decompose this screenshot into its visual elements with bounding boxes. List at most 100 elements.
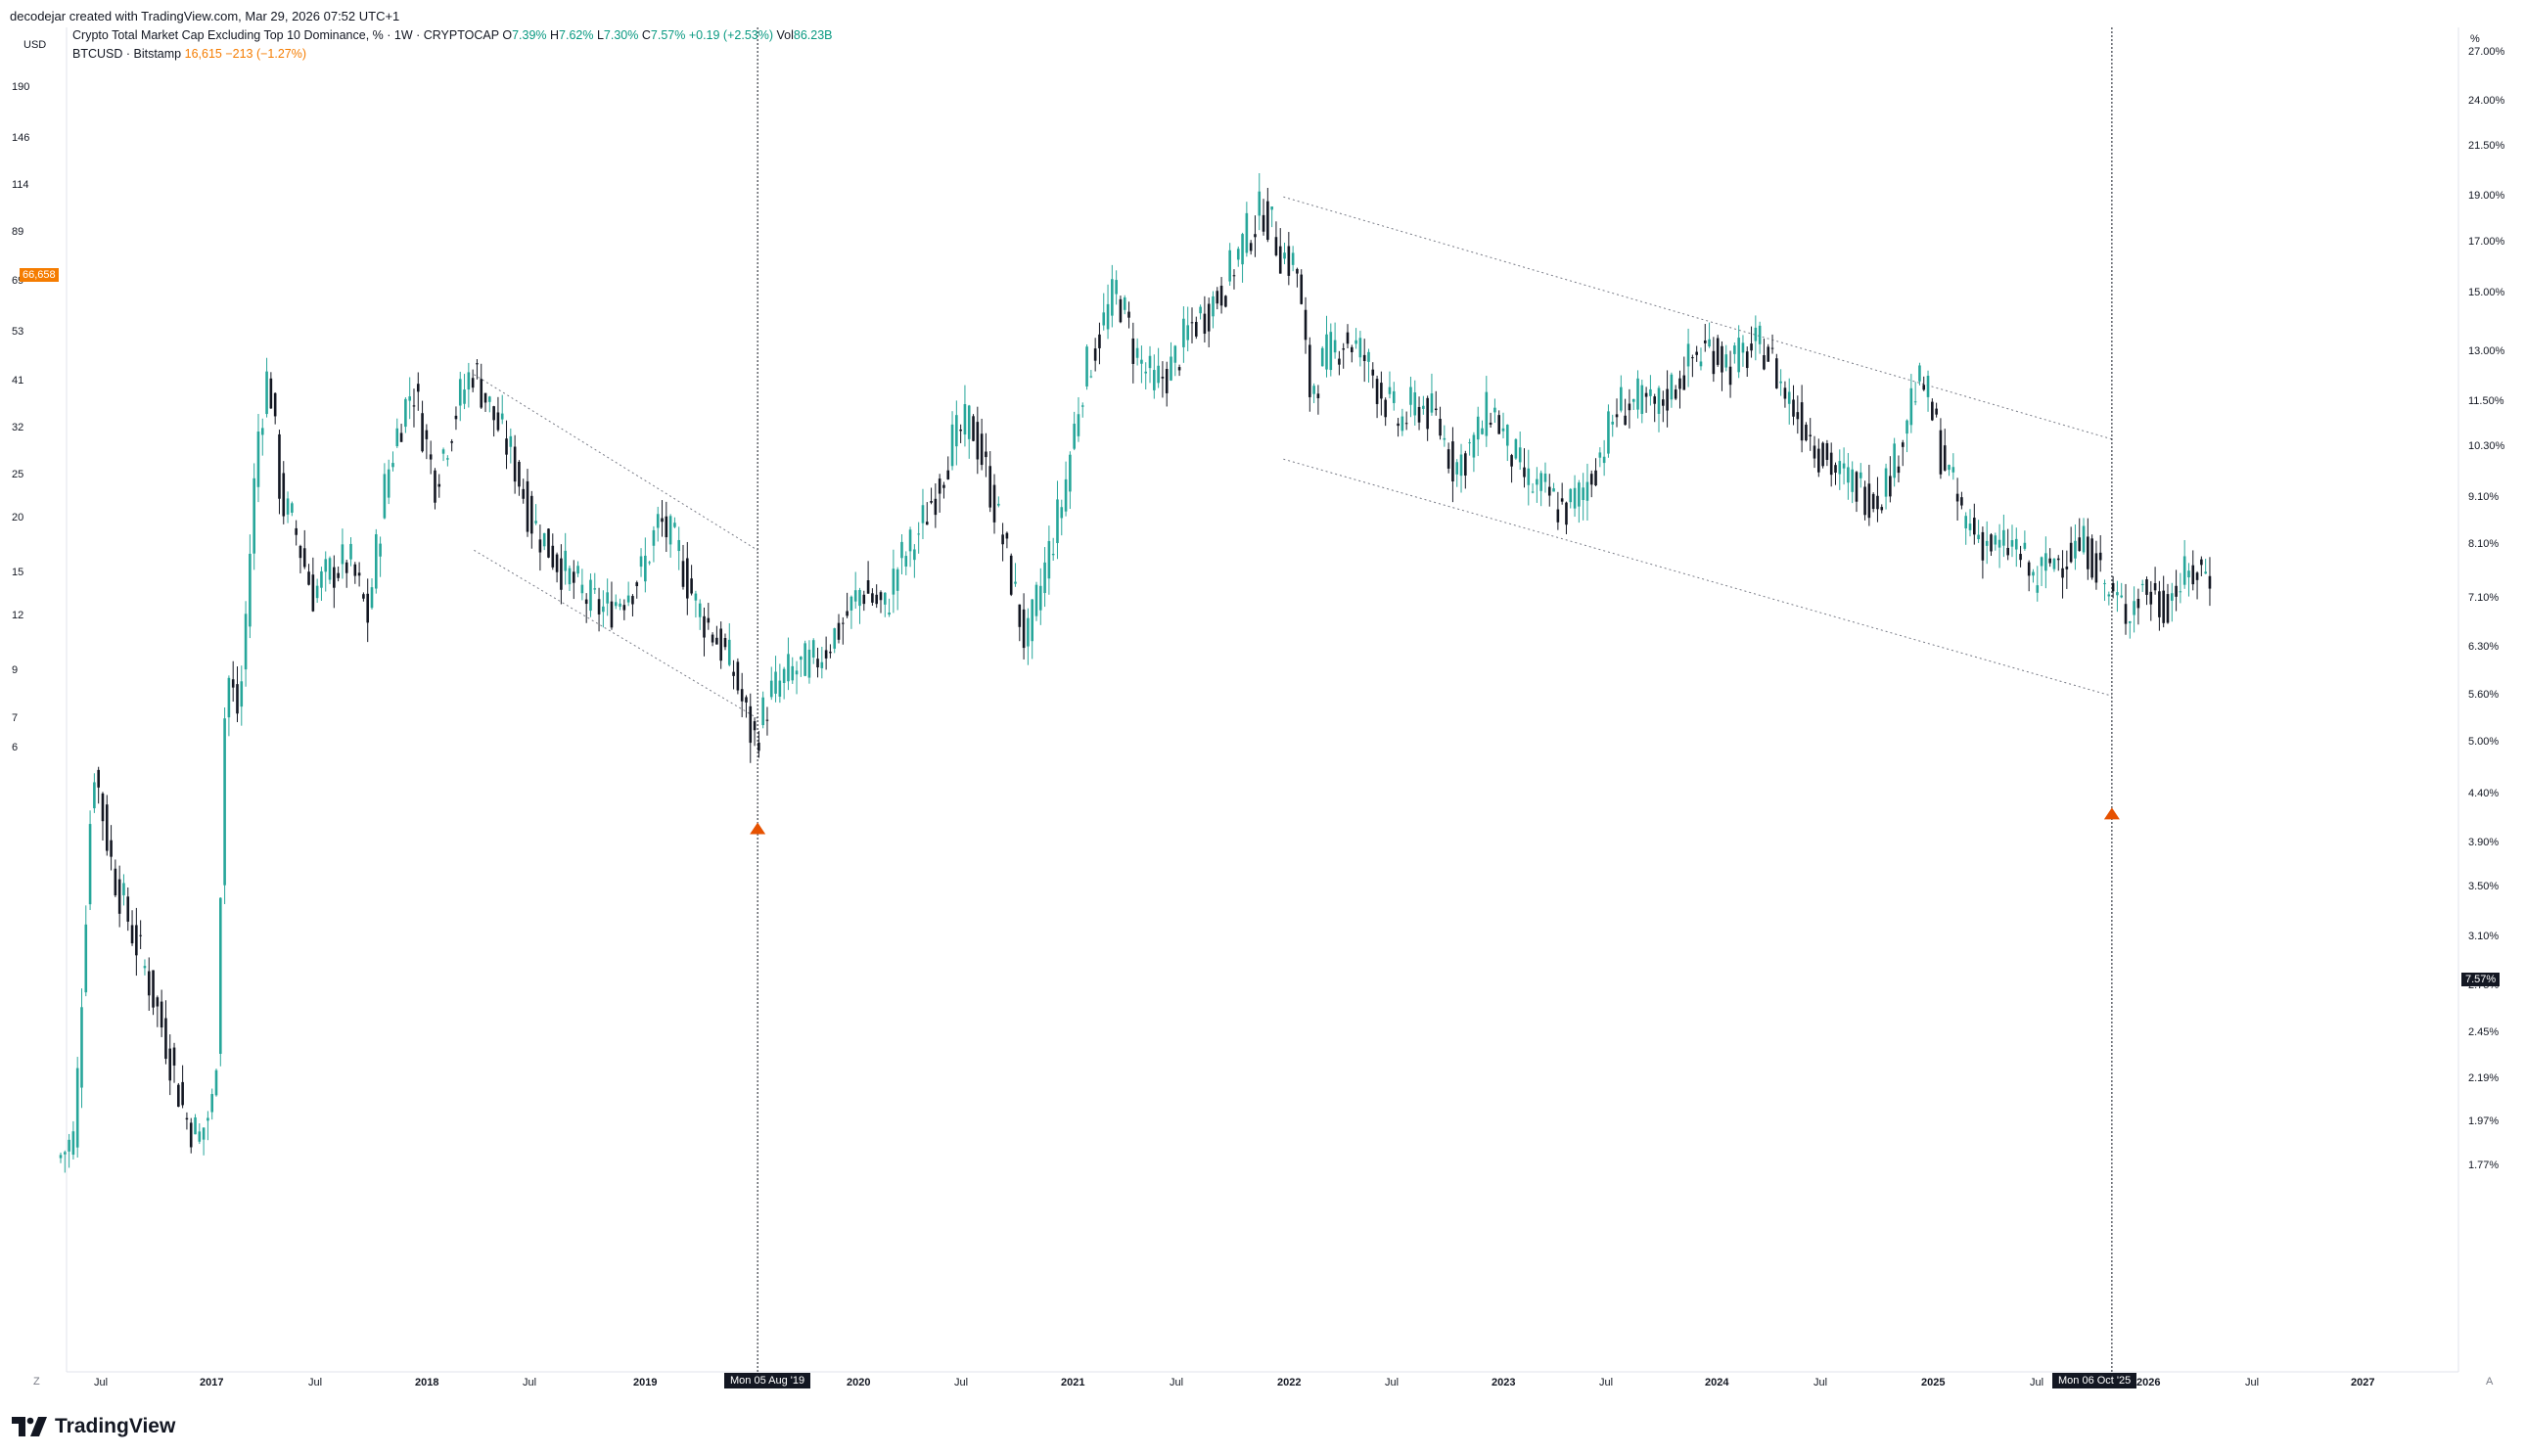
right-axis-tick-label: 19.00% [2468, 190, 2505, 203]
dominance-candle [883, 592, 887, 617]
legend-open-label: O [502, 28, 513, 42]
dominance-candle [2124, 583, 2128, 635]
dominance-candle [811, 638, 815, 664]
dominance-candle [1190, 307, 1194, 343]
dominance-candle [1695, 345, 1698, 362]
dominance-candle [1800, 385, 1804, 453]
dominance-candle [1468, 438, 1471, 456]
dominance-candle [580, 569, 584, 601]
dominance-candle [1897, 455, 1901, 482]
legend-btc[interactable]: BTCUSD · Bitstamp 16,615 −213 (−1.27%) [72, 47, 306, 61]
dominance-candle [375, 528, 378, 594]
dominance-candle [530, 490, 533, 549]
dominance-candle [1598, 447, 1602, 468]
chart-credit: decodejar created with TradingView.com, … [10, 9, 400, 23]
dominance-candle [1935, 402, 1938, 418]
dominance-candle [1397, 418, 1400, 437]
right-axis-tick-label: 6.30% [2468, 641, 2500, 654]
left-axis-tick-label: 114 [12, 179, 29, 192]
dominance-candle [2065, 550, 2069, 589]
dominance-candle [168, 1034, 172, 1096]
dominance-candle [492, 405, 495, 437]
dominance-candle [690, 565, 693, 596]
dominance-candle [833, 627, 837, 654]
dominance-candle [387, 459, 390, 505]
dominance-candle [988, 451, 992, 513]
left-axis-tick-label: 25 [12, 469, 24, 481]
dominance-candle [223, 707, 226, 905]
dominance-candle [1060, 499, 1064, 536]
time-axis-tick-label: 2019 [633, 1377, 658, 1388]
dominance-candle [1909, 374, 1913, 433]
dominance-candle [787, 637, 790, 691]
dominance-candle [1413, 380, 1417, 426]
dominance-candle [1489, 412, 1492, 428]
dominance-candle [509, 428, 513, 464]
dominance-candle [1446, 442, 1450, 474]
dominance-candle [2191, 550, 2195, 591]
dominance-candle [2149, 580, 2153, 621]
dominance-candle [231, 660, 235, 703]
crosshair-lines [757, 27, 2113, 1372]
dominance-candle [1514, 437, 1518, 460]
dominance-candle [1153, 354, 1156, 399]
dominance-candle [1893, 437, 1896, 487]
dominance-candle [1451, 427, 1454, 503]
dominance-candle [2136, 588, 2140, 625]
dominance-candle [434, 468, 436, 510]
right-axis-tick-label: 15.00% [2468, 286, 2505, 298]
dominance-candle [1770, 334, 1774, 354]
dominance-candle [727, 622, 731, 667]
dominance-candle [256, 414, 260, 503]
dominance-candle [412, 388, 416, 428]
dominance-candle [1628, 388, 1631, 429]
dominance-candle [1847, 452, 1850, 500]
dominance-candle [202, 1127, 206, 1156]
left-axis-tick-label: 7 [12, 711, 19, 724]
dominance-candle [416, 372, 420, 411]
dominance-candle [1316, 385, 1320, 415]
time-axis-tick-label: 2023 [1492, 1377, 1516, 1388]
dominance-candle [2166, 583, 2170, 624]
dominance-candle [324, 551, 328, 592]
dominance-candle [1775, 353, 1778, 389]
dominance-candle [105, 795, 109, 856]
axis-corner-z[interactable]: Z [33, 1376, 40, 1388]
dominance-candle [189, 1117, 193, 1154]
dominance-candle [2019, 545, 2022, 568]
axis-corner-a[interactable]: A [2486, 1376, 2494, 1388]
time-axis-tick-label: Jul [1385, 1377, 1400, 1388]
dominance-candle [391, 451, 394, 472]
dominance-candle [437, 474, 441, 498]
dominance-candle [614, 594, 618, 610]
dominance-candle [320, 567, 323, 602]
tradingview-logo[interactable]: TradingView [12, 1415, 175, 1438]
time-axis-tick-label: Jul [1599, 1377, 1614, 1388]
dominance-candle [593, 572, 597, 594]
dominance-candle [1409, 376, 1412, 418]
dominance-candle [265, 357, 268, 418]
dominance-candle [1699, 347, 1703, 371]
dominance-candle [2179, 572, 2182, 604]
time-axis-tick-label: 2024 [1705, 1377, 1729, 1388]
dominance-candle [1712, 337, 1716, 383]
left-axis-tick-label: 41 [12, 374, 24, 387]
dominance-candle [1001, 523, 1004, 562]
dominance-candle [2133, 586, 2135, 633]
dominance-candle [1578, 479, 1581, 523]
dominance-candle [500, 394, 504, 425]
dominance-candle [1287, 232, 1291, 286]
right-axis-tick-label: 3.10% [2468, 931, 2500, 943]
dominance-candle [652, 525, 656, 563]
legend-dominance[interactable]: Crypto Total Market Cap Excluding Top 10… [72, 28, 833, 42]
left-axis-tick-label: 6 [12, 741, 19, 753]
dominance-candle [934, 483, 938, 528]
dominance-candle [383, 463, 387, 520]
dominance-candle [219, 896, 222, 1067]
dominance-candle [1375, 375, 1379, 419]
dominance-candle [1270, 205, 1273, 228]
left-axis-unit: USD [23, 39, 47, 51]
dominance-candle [930, 487, 933, 505]
dominance-candle [602, 590, 605, 628]
